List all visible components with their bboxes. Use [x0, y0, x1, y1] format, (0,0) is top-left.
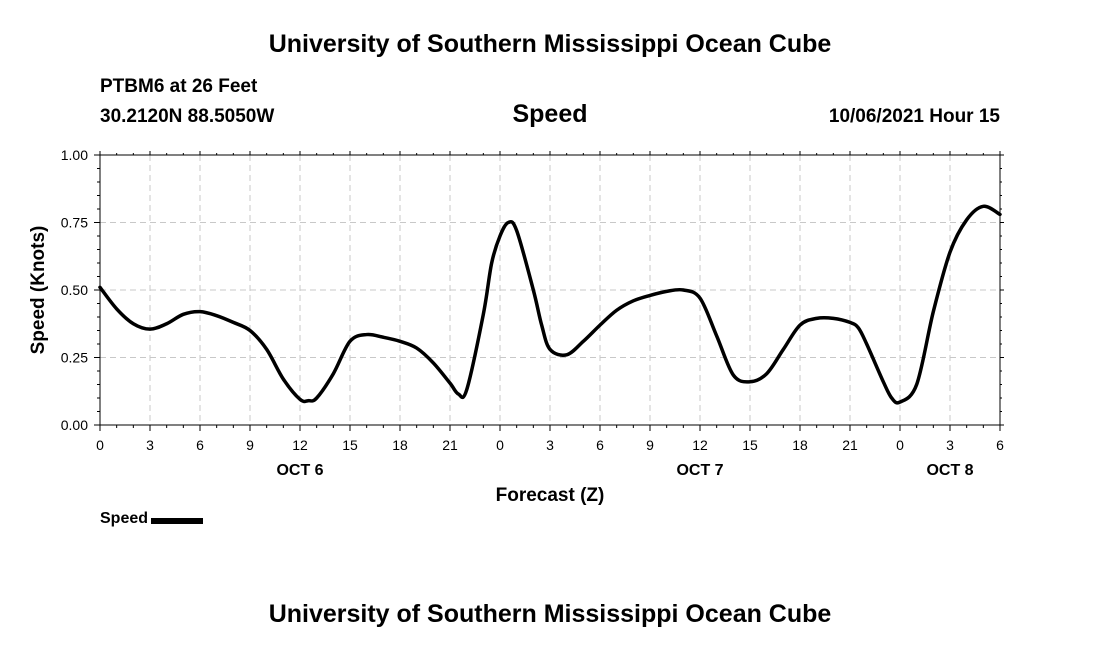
y-tick-label: 0.00	[61, 417, 88, 433]
x-tick-label: 21	[842, 437, 858, 453]
y-tick-label: 1.00	[61, 147, 88, 163]
x-tick-label: 18	[792, 437, 808, 453]
org-title-top: University of Southern Mississippi Ocean…	[268, 30, 832, 58]
x-tick-label: 15	[342, 437, 358, 453]
date-label: OCT 6	[276, 462, 323, 479]
x-tick-label: 3	[946, 437, 954, 453]
station-label: PTBM6 at 26 Feet	[100, 76, 258, 97]
x-tick-label: 3	[546, 437, 554, 453]
x-tick-label: 12	[292, 437, 308, 453]
y-axis-title: Speed (Knots)	[28, 226, 49, 355]
legend-swatch	[151, 517, 204, 524]
x-tick-label: 12	[692, 437, 708, 453]
x-tick-label: 0	[496, 437, 504, 453]
x-tick-label: 6	[996, 437, 1004, 453]
y-tick-label: 0.50	[61, 282, 88, 298]
x-axis-title: Forecast (Z)	[496, 485, 605, 506]
x-tick-label: 6	[596, 437, 604, 453]
y-tick-label: 0.25	[61, 350, 88, 366]
x-tick-label: 9	[646, 437, 654, 453]
y-tick-label: 0.75	[61, 215, 88, 231]
series-line-speed	[98, 204, 1002, 405]
chart-title: Speed	[512, 100, 588, 128]
x-tick-label: 18	[392, 437, 408, 453]
x-tick-label: 9	[246, 437, 254, 453]
date-label: OCT 7	[676, 462, 723, 479]
x-tick-label: 15	[742, 437, 758, 453]
x-tick-label: 3	[146, 437, 154, 453]
x-tick-label: 0	[96, 437, 104, 453]
x-tick-label: 6	[196, 437, 204, 453]
legend: Speed	[100, 510, 204, 528]
date-label: OCT 8	[926, 462, 973, 479]
org-title-bottom: University of Southern Mississippi Ocean…	[268, 600, 832, 628]
station-coordinates: 30.2120N 88.5050W	[100, 106, 275, 127]
legend-label: Speed	[100, 510, 149, 527]
forecast-timestamp: 10/06/2021 Hour 15	[828, 106, 1000, 127]
x-tick-label: 0	[896, 437, 904, 453]
x-tick-label: 21	[442, 437, 458, 453]
